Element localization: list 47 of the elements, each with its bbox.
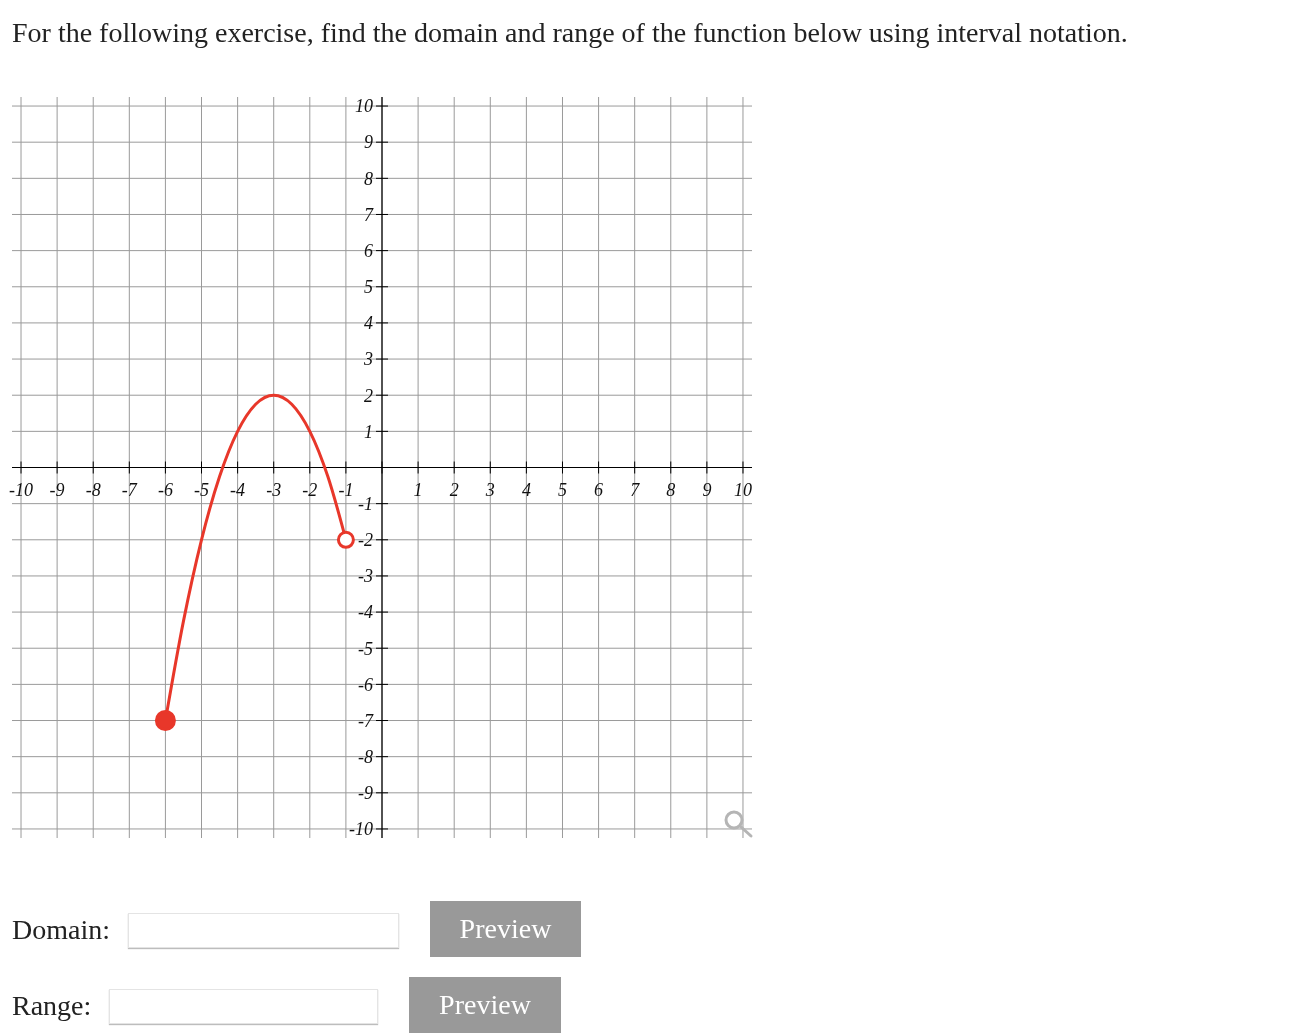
x-tick-label: -2 — [302, 479, 318, 500]
domain-field[interactable] — [128, 913, 399, 948]
x-tick-label: -6 — [157, 479, 173, 500]
y-tick-label: -8 — [358, 746, 373, 767]
y-tick-label: 3 — [363, 349, 373, 370]
y-tick-label: -7 — [358, 710, 374, 731]
x-tick-label: -5 — [194, 479, 210, 500]
x-tick-label: -4 — [230, 479, 246, 500]
y-tick-label: -6 — [358, 674, 373, 695]
y-tick-label: -1 — [358, 493, 373, 514]
y-tick-label: -9 — [358, 783, 373, 804]
y-tick-label: 8 — [364, 168, 373, 189]
y-tick-label: -4 — [358, 602, 373, 623]
preview-button[interactable]: Preview — [430, 901, 581, 957]
y-tick-label: 6 — [364, 240, 373, 261]
y-tick-label: 2 — [364, 385, 373, 406]
x-tick-label: -1 — [338, 479, 354, 500]
y-tick-label: 7 — [364, 204, 374, 225]
range-field[interactable] — [109, 989, 378, 1024]
x-tick-label: 10 — [733, 479, 752, 500]
text: Domain: — [12, 914, 110, 946]
y-tick-label: 4 — [364, 313, 373, 334]
x-tick-label: -9 — [49, 479, 65, 500]
x-tick-label: 3 — [484, 479, 495, 500]
x-tick-label: 4 — [521, 479, 531, 500]
preview-button[interactable]: Preview — [409, 977, 561, 1033]
y-tick-label: -3 — [358, 566, 373, 587]
y-tick-label: 1 — [364, 421, 373, 442]
x-tick-label: 1 — [413, 479, 423, 500]
x-tick-label: -7 — [121, 479, 138, 500]
x-tick-label: 9 — [702, 479, 712, 500]
x-tick-label: -10 — [9, 479, 34, 500]
x-tick-label: 5 — [557, 479, 567, 500]
y-tick-label: 5 — [364, 277, 373, 298]
y-tick-label: -2 — [358, 530, 373, 551]
x-tick-label: -8 — [85, 479, 101, 500]
x-tick-label: 7 — [630, 479, 641, 500]
y-tick-label: -10 — [349, 819, 373, 840]
y-tick-label: -5 — [358, 638, 373, 659]
y-tick-label: 9 — [364, 132, 373, 153]
x-tick-label: 8 — [666, 479, 676, 500]
x-tick-label: 2 — [449, 479, 459, 500]
y-tick-label: 10 — [355, 96, 373, 117]
chart-title: For the following exercise, find the domain and range of the function below using interval notation. — [12, 17, 1128, 48]
text: Range: — [12, 990, 92, 1022]
x-tick-label: 6 — [594, 479, 604, 500]
x-tick-label: -3 — [266, 479, 282, 500]
